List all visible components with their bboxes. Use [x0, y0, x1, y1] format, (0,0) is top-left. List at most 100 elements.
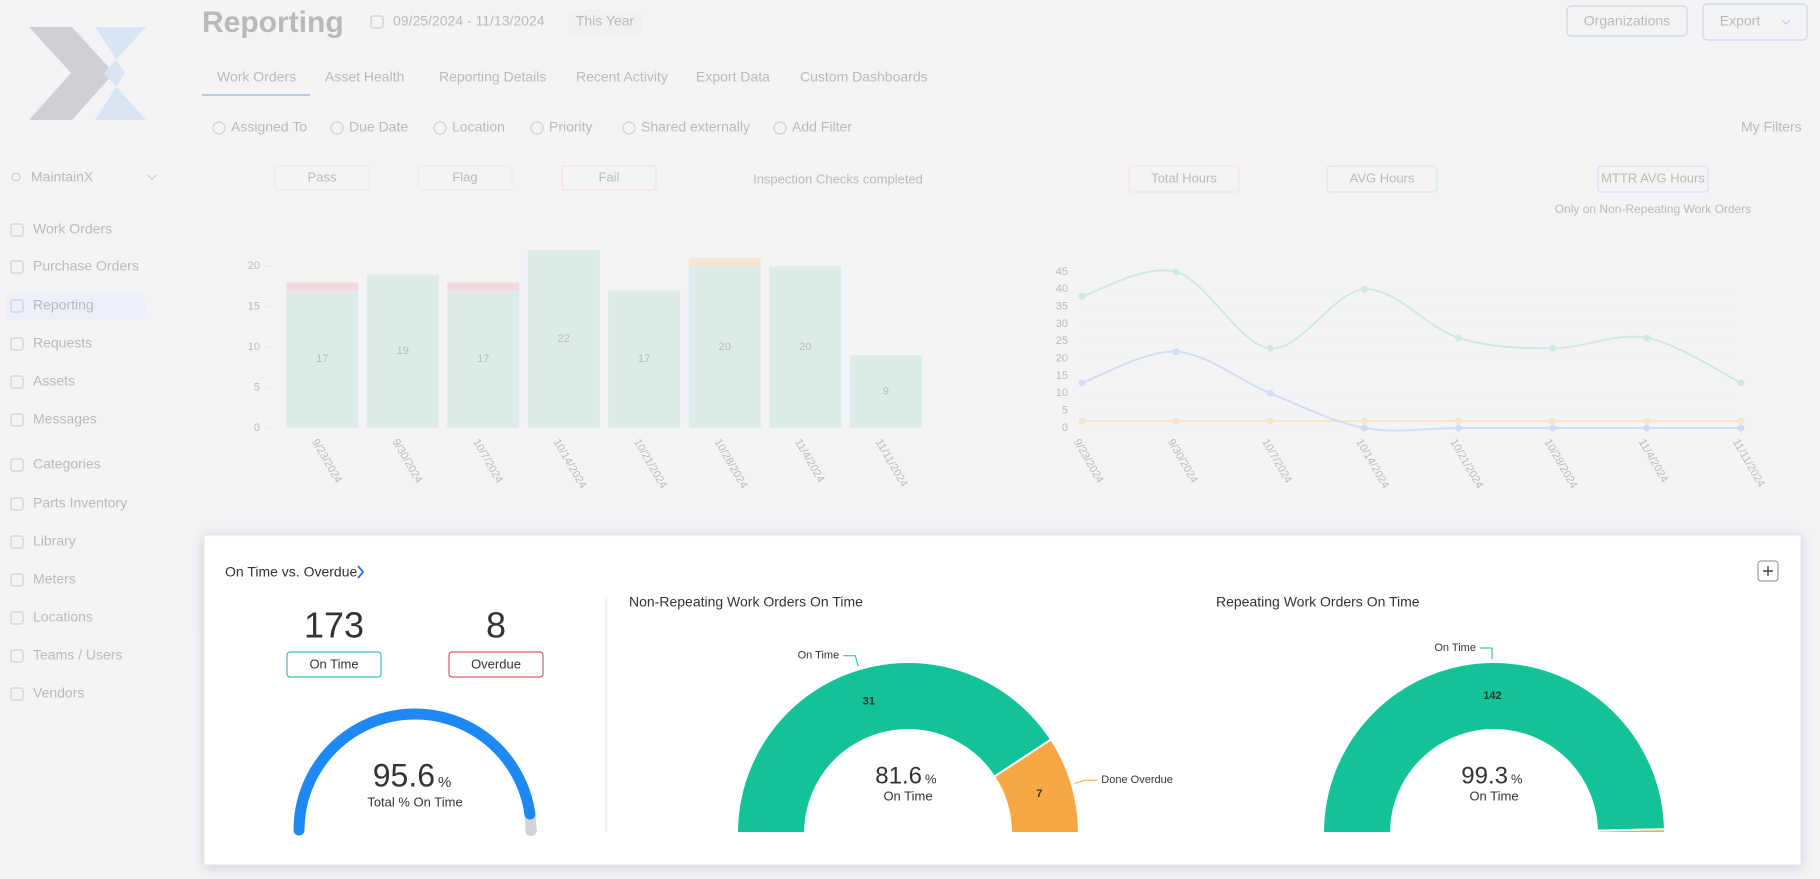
center-caption: On Time	[883, 788, 932, 803]
point	[1549, 344, 1557, 352]
nav-icon	[10, 413, 24, 427]
nav-item[interactable]: Purchase Orders	[33, 258, 139, 274]
filter[interactable]: Shared externally	[641, 119, 750, 135]
legend-label[interactable]: Flag	[452, 169, 477, 184]
stat-label: Overdue	[471, 656, 521, 671]
gauge-segment	[735, 660, 1053, 834]
legend-label[interactable]: Fail	[599, 169, 620, 184]
calendar-icon	[370, 15, 384, 29]
my-filters[interactable]: My Filters	[1741, 119, 1802, 135]
organizations-button[interactable]	[1566, 5, 1688, 37]
point	[1737, 379, 1745, 387]
gauge-value: 95.6	[373, 757, 435, 793]
y-tick-label: 0	[254, 422, 260, 434]
nav-item[interactable]: Meters	[33, 571, 76, 587]
gauge-arc	[293, 708, 536, 836]
segment-label: On Time	[798, 650, 840, 662]
center-unit: %	[925, 771, 937, 786]
nav-item[interactable]: Library	[33, 533, 76, 549]
point	[1549, 424, 1557, 432]
workspace-name[interactable]: MaintainX	[31, 169, 94, 185]
nav-item[interactable]: Vendors	[33, 685, 84, 701]
point	[1266, 417, 1274, 425]
leader-line	[1479, 647, 1493, 660]
y-tick-label: 10	[248, 341, 260, 353]
y-tick-label: 35	[1056, 301, 1068, 313]
nav-icon	[10, 458, 24, 472]
filter[interactable]: Due Date	[349, 119, 408, 135]
point	[1360, 424, 1368, 432]
nav-item[interactable]: Requests	[33, 335, 92, 351]
export[interactable]: Export	[1720, 13, 1761, 29]
filter[interactable]: Location	[452, 119, 505, 135]
nav-item[interactable]: Work Orders	[33, 221, 112, 237]
tab[interactable]: Custom Dashboards	[800, 69, 928, 85]
nav-item[interactable]: Reporting	[33, 297, 94, 313]
nav-item[interactable]: Messages	[33, 411, 97, 427]
nav-item[interactable]: Categories	[33, 456, 101, 472]
logo	[95, 27, 146, 120]
nav-icon	[10, 337, 24, 351]
x-tick-label: 9/23/2024	[309, 437, 344, 485]
legend-label[interactable]: AVG Hours	[1350, 170, 1415, 185]
point	[1078, 417, 1086, 425]
tab[interactable]: Work Orders	[217, 69, 296, 85]
point	[1172, 417, 1180, 425]
bar-segment	[447, 290, 520, 428]
date-range[interactable]: 09/25/2024 - 11/13/2024	[393, 13, 545, 29]
legend-button	[1597, 165, 1709, 193]
gauge-segment	[1321, 660, 1666, 834]
x-tick-label: 10/14/2024	[551, 437, 589, 491]
point	[1737, 417, 1745, 425]
nav-item[interactable]: Assets	[33, 373, 75, 389]
filter-icon	[530, 121, 544, 135]
x-tick-label: 11/4/2024	[1636, 437, 1670, 485]
bar-value-label: 20	[799, 341, 811, 353]
nav-icon	[10, 649, 24, 663]
nav-item[interactable]: Parts Inventory	[33, 495, 127, 511]
x-tick-label: 10/21/2024	[1447, 437, 1485, 491]
bar-value-label: 22	[558, 333, 570, 345]
tab[interactable]: Recent Activity	[576, 69, 668, 85]
nav-icon	[10, 299, 24, 313]
tab[interactable]: Asset Health	[325, 69, 404, 85]
x-tick-label: 9/30/2024	[1165, 437, 1200, 485]
y-tick-label: 20	[248, 260, 260, 272]
line	[1081, 269, 1742, 384]
organizations[interactable]: Organizations	[1584, 13, 1670, 29]
nav-item[interactable]: Teams / Users	[33, 647, 122, 663]
nav-item[interactable]: Locations	[33, 609, 93, 625]
legend-label[interactable]: Total Hours	[1151, 170, 1217, 185]
x-tick-label: 10/14/2024	[1353, 437, 1391, 491]
nav-icon	[10, 573, 24, 587]
gauge-segment	[992, 738, 1081, 834]
legend-label[interactable]: Pass	[308, 169, 337, 184]
chevron	[1781, 19, 1791, 25]
card-title[interactable]: On Time vs. Overdue	[225, 564, 357, 580]
filter[interactable]: Priority	[549, 119, 593, 135]
legend-label[interactable]: MTTR AVG Hours	[1601, 170, 1705, 185]
leader-line	[843, 655, 859, 667]
bar-value-label: 17	[477, 353, 489, 365]
legend-button	[417, 165, 513, 191]
filter[interactable]: Assigned To	[231, 119, 307, 135]
tab[interactable]: Reporting Details	[439, 69, 546, 85]
gauge-segment	[1595, 828, 1667, 834]
chart-title: Repeating Work Orders On Time	[1216, 594, 1420, 610]
point	[1737, 424, 1745, 432]
chevron[interactable]	[357, 565, 365, 579]
nav-icon	[10, 497, 24, 511]
point	[1360, 417, 1368, 425]
x-tick-label: 10/7/2024	[1259, 437, 1294, 485]
filter[interactable]: Add Filter	[792, 119, 852, 135]
filter-icon	[773, 121, 787, 135]
bar-value-label: 20	[719, 341, 731, 353]
x-tick-label: 10/28/2024	[1542, 437, 1580, 491]
tab[interactable]: Export Data	[696, 69, 770, 85]
plus-icon	[1763, 566, 1773, 576]
stat-badge	[448, 651, 544, 678]
bar-value-label: 9	[883, 385, 889, 397]
export-button[interactable]	[1702, 3, 1808, 41]
period[interactable]: This Year	[576, 13, 635, 29]
